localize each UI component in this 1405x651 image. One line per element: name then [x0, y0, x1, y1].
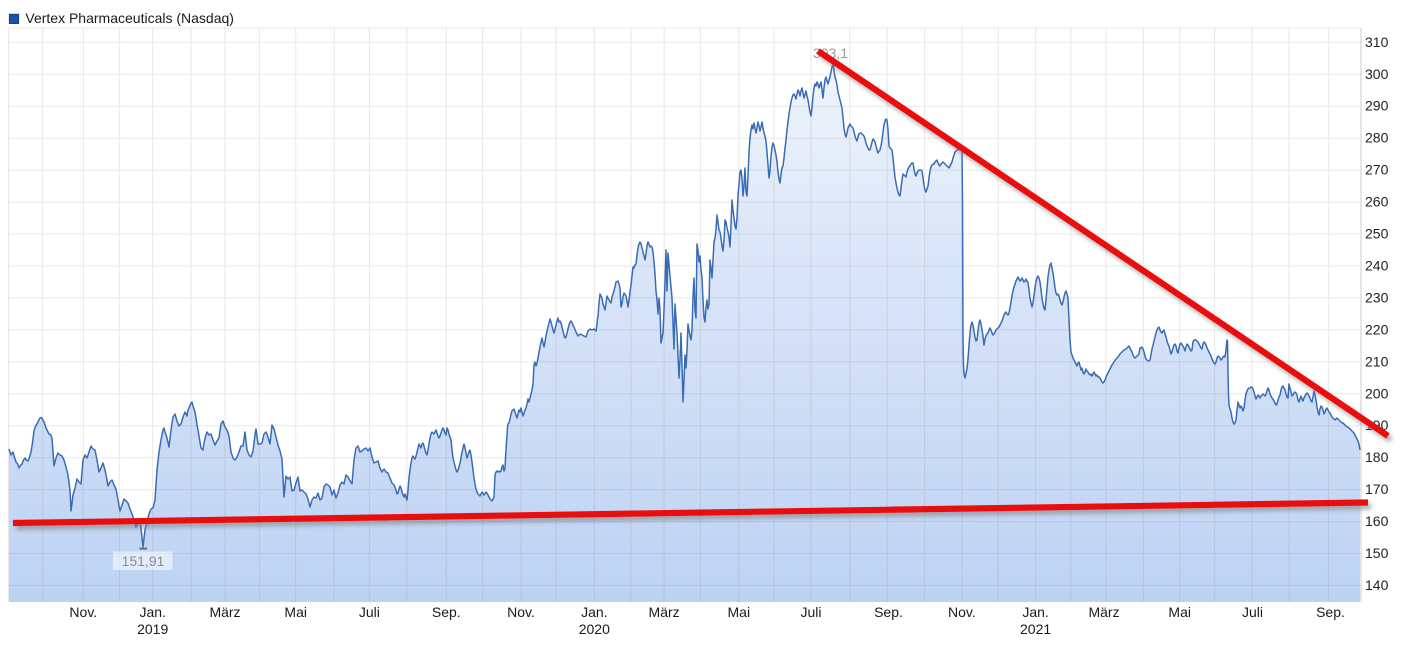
svg-text:160: 160	[1365, 513, 1389, 529]
svg-text:230: 230	[1365, 289, 1389, 305]
svg-text:210: 210	[1365, 353, 1389, 369]
svg-text:180: 180	[1365, 449, 1389, 465]
svg-text:März: März	[1088, 604, 1119, 620]
svg-text:220: 220	[1365, 321, 1389, 337]
svg-text:140: 140	[1365, 577, 1389, 593]
svg-text:Nov.: Nov.	[69, 604, 97, 620]
svg-text:Jan.: Jan.	[1022, 604, 1048, 620]
svg-text:280: 280	[1365, 130, 1389, 146]
svg-text:310: 310	[1365, 34, 1389, 50]
svg-text:Jan.: Jan.	[139, 604, 165, 620]
svg-text:200: 200	[1365, 385, 1389, 401]
svg-text:240: 240	[1365, 258, 1389, 274]
svg-text:2020: 2020	[579, 621, 610, 637]
svg-text:Juli: Juli	[1242, 604, 1263, 620]
svg-text:März: März	[649, 604, 680, 620]
svg-text:Nov.: Nov.	[507, 604, 535, 620]
svg-text:Mai: Mai	[728, 604, 751, 620]
svg-text:300: 300	[1365, 66, 1389, 82]
svg-text:150: 150	[1365, 545, 1389, 561]
svg-text:Juli: Juli	[359, 604, 380, 620]
svg-text:2019: 2019	[137, 621, 168, 637]
svg-text:Mai: Mai	[1168, 604, 1191, 620]
svg-text:Sep.: Sep.	[1316, 604, 1345, 620]
svg-text:2021: 2021	[1020, 621, 1051, 637]
svg-text:270: 270	[1365, 162, 1389, 178]
svg-text:Nov.: Nov.	[948, 604, 976, 620]
svg-text:170: 170	[1365, 481, 1389, 497]
svg-text:Sep.: Sep.	[874, 604, 903, 620]
svg-text:Juli: Juli	[800, 604, 821, 620]
svg-text:260: 260	[1365, 194, 1389, 210]
svg-text:Mai: Mai	[284, 604, 307, 620]
svg-text:290: 290	[1365, 98, 1389, 114]
svg-text:250: 250	[1365, 226, 1389, 242]
svg-text:Jan.: Jan.	[581, 604, 607, 620]
svg-text:151,91: 151,91	[122, 553, 165, 569]
svg-text:Sep.: Sep.	[432, 604, 461, 620]
svg-text:Vertex Pharmaceuticals (Nasdaq: Vertex Pharmaceuticals (Nasdaq)	[25, 10, 234, 26]
svg-text:März: März	[209, 604, 240, 620]
